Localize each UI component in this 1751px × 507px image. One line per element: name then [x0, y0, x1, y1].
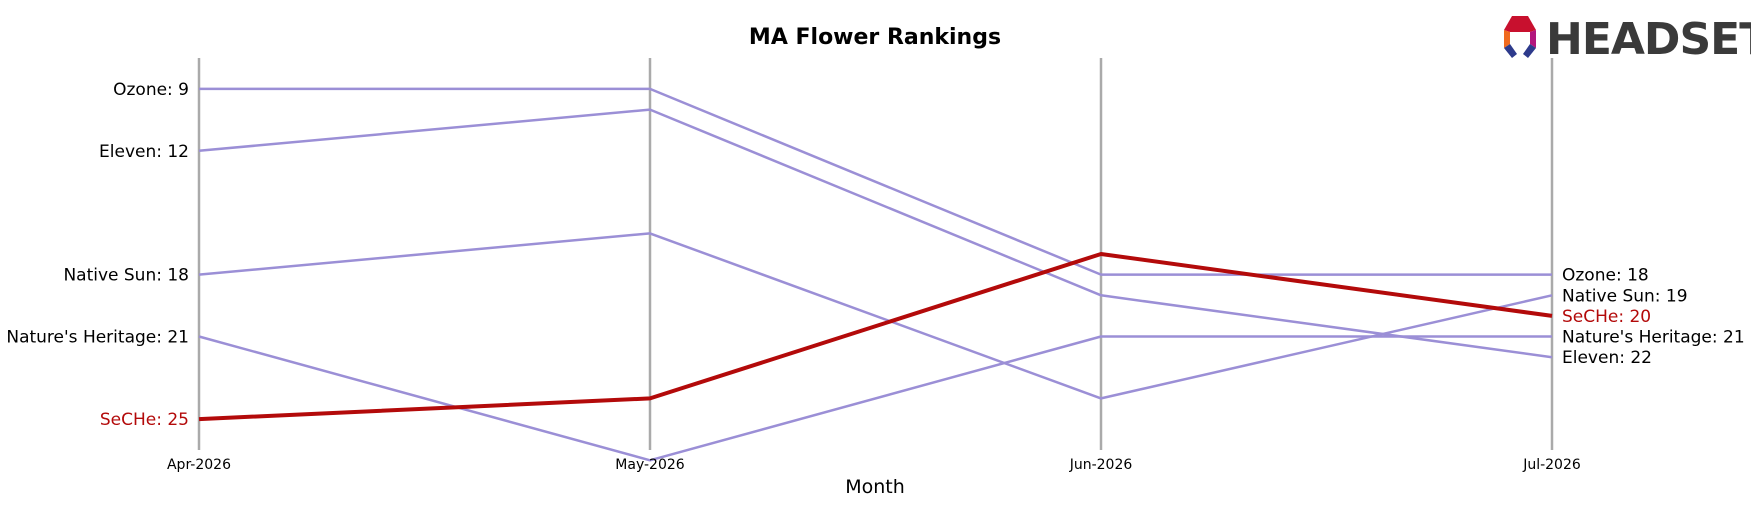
- left-rank-label: SeCHe: 25: [100, 410, 189, 430]
- left-rank-label: Nature's Heritage: 21: [6, 328, 189, 348]
- series-lines: [198, 87, 1553, 462]
- series-line-eleven: [198, 108, 1553, 359]
- x-tick-label: May-2026: [615, 457, 684, 473]
- x-tick-label: Jun-2026: [1069, 457, 1133, 473]
- right-rank-label: SeCHe: 20: [1562, 307, 1651, 327]
- right-rank-label: Eleven: 22: [1562, 348, 1652, 368]
- right-rank-label: Native Sun: 19: [1562, 286, 1688, 306]
- left-rank-labels: Ozone: 9 Eleven: 12 Native Sun: 18 Nature's…: [6, 80, 189, 430]
- left-rank-label: Ozone: 9: [113, 80, 189, 100]
- headset-logo-mark-icon: [1504, 16, 1536, 58]
- x-tick-label: Jul-2026: [1522, 457, 1581, 473]
- x-tick-labels: Apr-2026 May-2026 Jun-2026 Jul-2026: [167, 457, 1581, 473]
- x-axis-label: Month: [845, 476, 905, 498]
- series-line-ozone: [199, 87, 1552, 276]
- right-rank-label: Ozone: 18: [1562, 266, 1649, 286]
- left-rank-label: Eleven: 12: [99, 142, 189, 162]
- headset-logo: HEADSET: [1504, 14, 1751, 65]
- series-line-seche: [198, 252, 1553, 422]
- series-line-native-sun: [198, 232, 1553, 400]
- x-tick-label: Apr-2026: [167, 457, 231, 473]
- chart-title: MA Flower Rankings: [749, 25, 1001, 50]
- series-line-nature-s-heritage: [198, 335, 1552, 462]
- headset-logo-text: HEADSET: [1546, 14, 1751, 65]
- left-rank-label: Native Sun: 18: [63, 266, 189, 286]
- right-rank-label: Nature's Heritage: 21: [1562, 328, 1745, 348]
